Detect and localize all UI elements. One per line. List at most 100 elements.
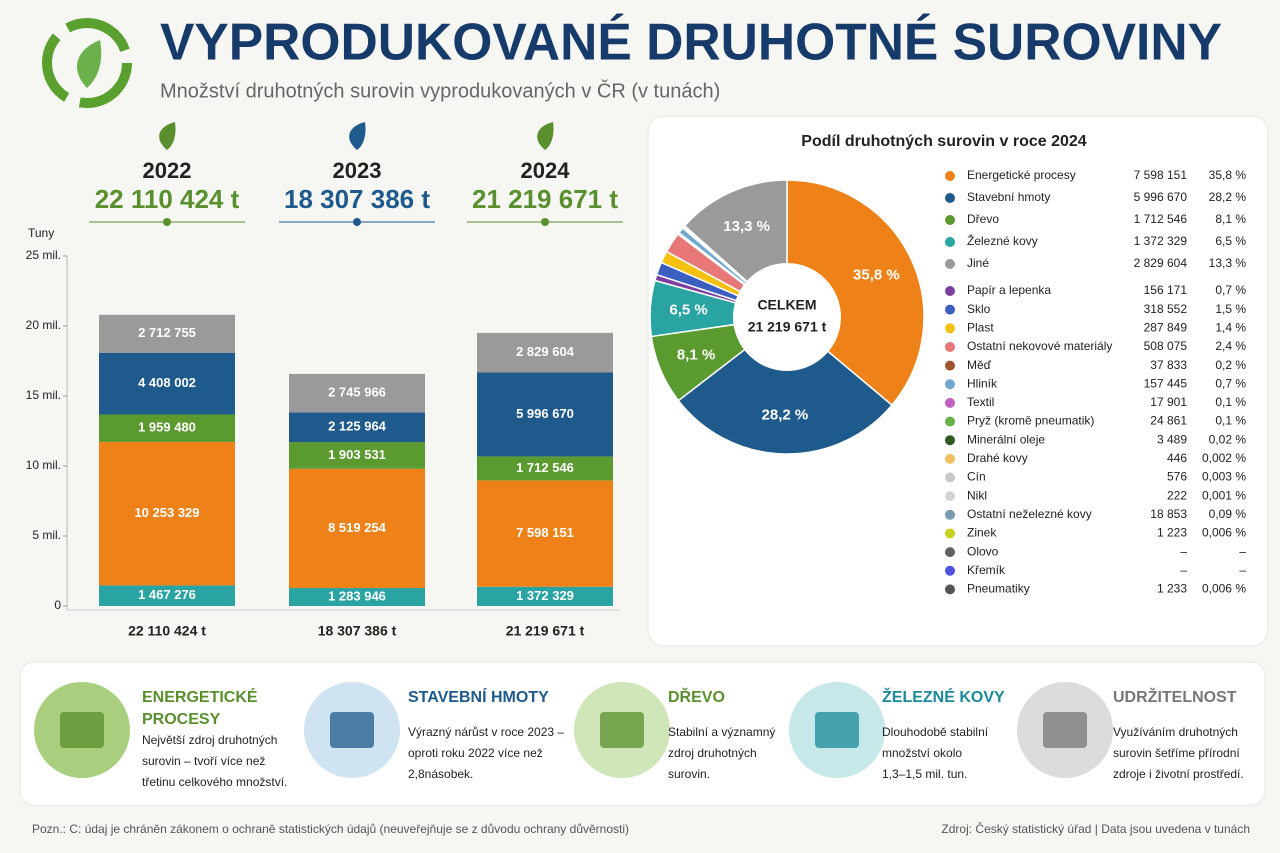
bar-segment	[477, 586, 613, 606]
bar-value-label: 4 408 002	[138, 375, 196, 390]
legend-amount: 7 598 151	[1134, 168, 1188, 182]
bar-value-label: 10 253 329	[134, 505, 199, 520]
legend-amount: 287 849	[1144, 320, 1188, 334]
legend-amount: 576	[1167, 470, 1187, 484]
legend-percent: 0,001 %	[1202, 488, 1246, 502]
legend-amount: 446	[1167, 451, 1187, 465]
leaf-icon	[537, 122, 554, 150]
legend-marker	[945, 547, 955, 558]
highlight-text: zdroje i životní prostředí.	[1113, 767, 1244, 781]
highlight-icon	[60, 712, 104, 748]
legend-label: Ostatní nekovové materiály	[967, 339, 1112, 353]
bar-segment	[289, 468, 425, 589]
legend-label: Olovo	[967, 544, 999, 558]
legend-label: Textil	[967, 395, 994, 409]
legend-amount: 37 833	[1150, 358, 1187, 372]
legend-percent: 28,2 %	[1209, 190, 1247, 204]
legend-percent: 0,006 %	[1202, 582, 1246, 596]
legend-marker	[945, 286, 955, 296]
legend-marker	[945, 397, 955, 408]
legend-amount: 1 712 546	[1134, 212, 1188, 226]
highlight-text: Výrazný nárůst v roce 2023 –	[408, 725, 564, 739]
legend-label: Železné kovy	[967, 233, 1038, 248]
legend-amount: 1 233	[1157, 582, 1187, 596]
legend-percent: 0,7 %	[1215, 376, 1246, 390]
legend-amount: 222	[1167, 488, 1187, 502]
legend-marker	[945, 379, 955, 390]
legend-label: Plast	[967, 320, 994, 334]
legend-marker	[945, 472, 955, 483]
legend-amount: –	[1180, 563, 1187, 577]
legend-percent: 0,1 %	[1215, 414, 1246, 428]
legend-percent: 6,5 %	[1215, 234, 1246, 248]
leaf-icon	[349, 122, 366, 150]
highlight-text: 1,3–1,5 mil. tun.	[882, 767, 967, 781]
legend-marker	[945, 215, 955, 225]
highlight-title: ŽELEZNÉ KOVY	[882, 687, 1005, 706]
legend-marker	[945, 528, 955, 539]
legend-label: Sklo	[967, 302, 991, 316]
summary-year: 2024	[521, 158, 571, 183]
legend-marker	[945, 171, 955, 181]
pie-center-value: 21 219 671 t	[748, 319, 827, 335]
legend-label: Zinek	[967, 526, 997, 540]
highlight-text: množství okolo	[882, 746, 962, 760]
bar-segment	[289, 412, 425, 443]
highlight-icon	[600, 712, 644, 748]
legend-label: Papír a lepenka	[967, 283, 1051, 297]
highlight-icon	[1043, 712, 1087, 748]
legend-percent: –	[1239, 544, 1246, 558]
bar-value-label: 5 996 670	[516, 406, 574, 421]
bar-value-label: 2 745 966	[328, 385, 386, 400]
y-tick-label: 20 mil.	[26, 318, 61, 332]
legend-percent: 0,006 %	[1202, 526, 1246, 540]
pie-slice-label: 13,3 %	[723, 218, 770, 235]
bar-value-label: 1 712 546	[516, 460, 574, 475]
legend-percent: –	[1239, 563, 1246, 577]
legend-marker	[945, 341, 955, 352]
bar-segment	[477, 480, 613, 587]
leaf-icon	[159, 122, 176, 150]
logo-ring	[42, 18, 132, 108]
legend-amount: 156 171	[1144, 283, 1188, 297]
legend-amount: –	[1180, 544, 1187, 558]
legend-label: Energetické procesy	[967, 168, 1076, 182]
legend-label: Ostatní neželezné kovy	[967, 507, 1092, 521]
bar-segment	[99, 585, 235, 606]
legend-marker	[945, 237, 955, 247]
highlight-text: Největší zdroj druhotných	[142, 733, 277, 747]
legend-label: Pryž (kromě pneumatik)	[967, 414, 1094, 428]
pie-slice-label: 28,2 %	[762, 407, 809, 424]
highlight-title: DŘEVO	[668, 687, 725, 706]
bar-segment	[289, 373, 425, 413]
legend-label: Měď	[967, 358, 992, 372]
legend-amount: 1 372 329	[1134, 234, 1188, 248]
legend-label: Minerální oleje	[967, 432, 1045, 446]
highlight-text: surovin šetříme přírodní	[1113, 746, 1240, 760]
legend-percent: 0,002 %	[1202, 451, 1246, 465]
legend-marker	[945, 259, 955, 269]
legend-percent: 0,003 %	[1202, 470, 1246, 484]
legend-amount: 157 445	[1144, 376, 1188, 390]
bar-value-label: 1 372 329	[516, 588, 574, 603]
legend-marker	[945, 360, 955, 371]
legend-amount: 3 489	[1157, 432, 1187, 446]
legend-marker	[945, 584, 955, 595]
y-tick-label: 25 mil.	[26, 248, 61, 262]
bar-segment	[99, 314, 235, 353]
bar-segment	[477, 456, 613, 481]
legend-percent: 13,3 %	[1209, 256, 1247, 270]
pie-hole	[733, 263, 841, 371]
legend-amount: 1 223	[1157, 526, 1187, 540]
bar-value-label: 2 125 964	[328, 419, 387, 434]
highlight-text: oproti roku 2022 více než	[408, 746, 543, 760]
legend-amount: 2 829 604	[1134, 256, 1188, 270]
logo-leaf	[77, 40, 102, 88]
highlight-text: surovin.	[668, 767, 710, 781]
highlight-text: Dlouhodobě stabilní	[882, 725, 989, 739]
highlight-text: zdroj druhotných	[668, 746, 757, 760]
pie-title: Podíl druhotných surovin v roce 2024	[801, 133, 1087, 150]
legend-marker	[945, 323, 955, 334]
legend-marker	[945, 509, 955, 520]
